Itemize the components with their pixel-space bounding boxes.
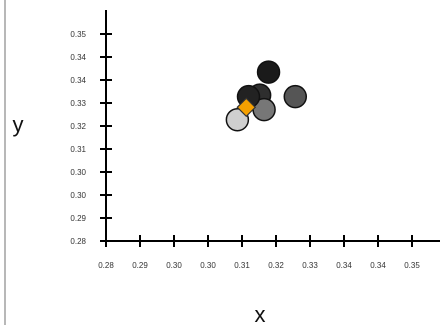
y-ticks: 0.28 0.29 0.30 0.30 0.31 0.32 0.33 0.34 0.34 0.35 — [70, 30, 112, 246]
y-tick-label: 0.29 — [70, 214, 86, 223]
x-axis-label: x — [255, 302, 266, 325]
y-tick-label: 0.32 — [70, 122, 86, 131]
x-tick-label: 0.34 — [370, 261, 386, 270]
x-tick-label: 0.30 — [166, 261, 182, 270]
x-tick-label: 0.34 — [336, 261, 352, 270]
y-tick-label: 0.35 — [70, 30, 86, 39]
axes — [105, 10, 440, 242]
data-points — [225, 60, 308, 132]
y-tick-label: 0.30 — [70, 191, 86, 200]
x-ticks: 0.28 0.29 0.30 0.30 0.31 0.32 0.33 0.34 0.34 0.35 — [98, 235, 420, 270]
y-tick-label: 0.33 — [70, 99, 86, 108]
y-tick-label: 0.28 — [70, 237, 86, 246]
left-border — [0, 0, 6, 325]
y-tick-label: 0.30 — [70, 168, 86, 177]
y-tick-label: 0.31 — [70, 145, 86, 154]
x-tick-label: 0.30 — [200, 261, 216, 270]
x-tick-label: 0.28 — [98, 261, 114, 270]
data-point-circle — [225, 107, 250, 132]
data-point-diamond — [236, 97, 257, 118]
x-tick-label: 0.33 — [302, 261, 318, 270]
y-axis-label: y — [13, 112, 24, 137]
x-tick-label: 0.32 — [268, 261, 284, 270]
x-tick-label: 0.35 — [404, 261, 420, 270]
x-tick-label: 0.29 — [132, 261, 148, 270]
data-point-circle — [283, 84, 308, 109]
y-tick-label: 0.34 — [70, 53, 86, 62]
data-point-circle — [256, 60, 281, 84]
x-tick-label: 0.31 — [234, 261, 250, 270]
y-tick-label: 0.34 — [70, 76, 86, 85]
